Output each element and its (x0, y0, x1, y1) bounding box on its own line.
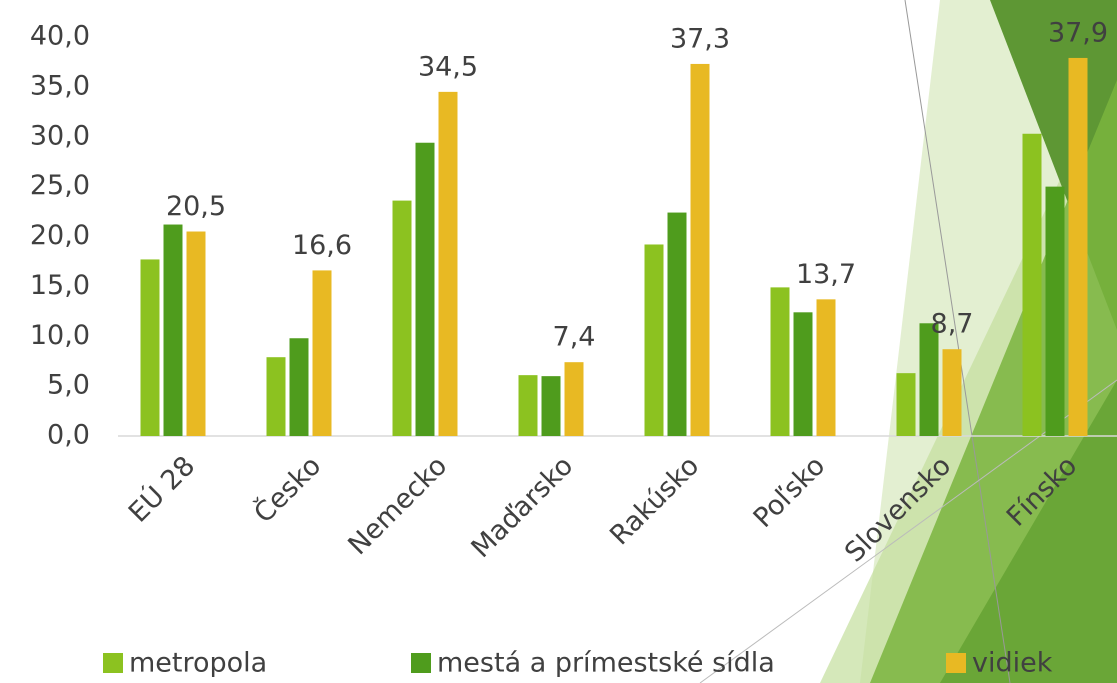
data-label: 34,5 (418, 51, 478, 82)
bar (919, 323, 939, 436)
bar (564, 362, 584, 436)
bar (312, 270, 332, 436)
x-tick-label: Maďarsko (465, 450, 579, 564)
bar (266, 357, 286, 436)
bar (140, 259, 160, 436)
legend-label: vidiek (972, 648, 1053, 679)
data-label: 37,3 (670, 23, 730, 54)
x-tick-label: Poľsko (748, 450, 832, 534)
legend-label: metropola (129, 648, 267, 679)
y-tick-label: 25,0 (30, 170, 90, 201)
bar (793, 312, 813, 436)
bar (770, 287, 790, 436)
bar (1068, 57, 1088, 436)
y-tick-label: 15,0 (30, 270, 90, 301)
bar (690, 63, 710, 437)
bar (518, 375, 538, 436)
data-label: 37,9 (1048, 17, 1108, 48)
bar (415, 142, 435, 437)
legend-swatch (946, 653, 966, 673)
bar (1022, 133, 1042, 436)
y-tick-label: 10,0 (30, 320, 90, 351)
x-tick-label: Rakúsko (604, 450, 705, 551)
bar (438, 91, 458, 437)
y-tick-label: 35,0 (30, 70, 90, 101)
y-tick-label: 40,0 (30, 21, 90, 52)
legend-label: mestá a prímestské sídla (437, 648, 775, 679)
y-tick-label: 0,0 (47, 420, 90, 451)
legend-swatch (103, 653, 123, 673)
data-label: 8,7 (931, 309, 974, 340)
bar (289, 338, 309, 436)
background-decoration (699, 0, 1117, 683)
bar (541, 376, 561, 436)
x-tick-label: Nemecko (342, 450, 453, 561)
bar (163, 224, 183, 436)
data-label: 7,4 (553, 322, 596, 353)
bar (942, 349, 962, 436)
legend-swatch (411, 653, 431, 673)
data-label: 20,5 (166, 191, 226, 222)
x-tick-label: EÚ 28 (122, 450, 201, 529)
y-tick-label: 20,0 (30, 220, 90, 251)
bar (896, 373, 916, 436)
data-label: 13,7 (796, 259, 856, 290)
bar (392, 200, 412, 436)
y-tick-label: 30,0 (30, 120, 90, 151)
bar (667, 212, 687, 436)
bar (644, 244, 664, 436)
bar (1045, 186, 1065, 436)
x-tick-label: Česko (248, 450, 328, 530)
data-label: 16,6 (292, 230, 352, 261)
bar (816, 299, 836, 436)
y-tick-label: 5,0 (47, 370, 90, 401)
bar (186, 231, 206, 436)
